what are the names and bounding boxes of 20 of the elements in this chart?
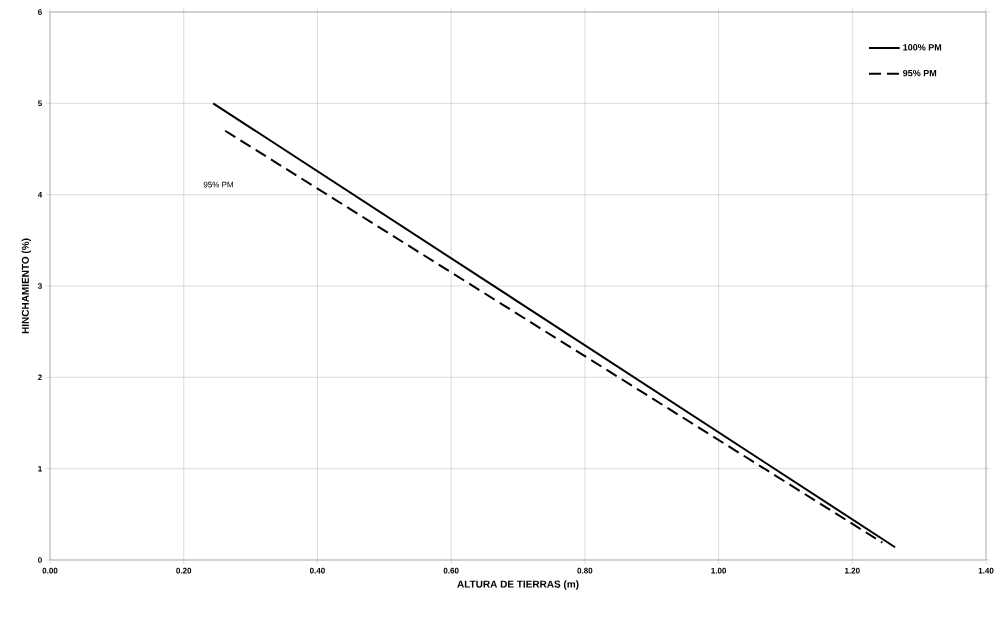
y-axis-title: HINCHAMIENTO (%) — [21, 238, 31, 334]
y-tick-label: 6 — [38, 9, 42, 15]
x-tick-label: 1.00 — [711, 567, 727, 574]
x-tick-label: 1.20 — [845, 567, 860, 574]
legend-label: 95% PM — [903, 69, 937, 77]
x-axis-title: ALTURA DE TIERRAS (m) — [457, 580, 579, 590]
y-tick-label: 3 — [37, 283, 42, 289]
x-tick-label: 0.80 — [577, 567, 593, 574]
y-tick-label: 0 — [38, 557, 42, 563]
legend-label: 100% PM — [903, 44, 942, 51]
x-tick-label: 0.00 — [42, 567, 58, 574]
x-tick-label: 1.40 — [978, 567, 994, 574]
x-tick-label: 0.60 — [443, 567, 459, 574]
x-tick-label: 0.40 — [309, 567, 325, 574]
x-tick-label: 0.20 — [176, 567, 192, 574]
y-tick-label: 5 — [38, 100, 42, 107]
y-tick-label: 1 — [38, 465, 42, 472]
y-tick-label: 2 — [38, 374, 42, 381]
annotation: 95% PM — [203, 181, 233, 188]
y-tick-label: 4 — [37, 191, 43, 198]
